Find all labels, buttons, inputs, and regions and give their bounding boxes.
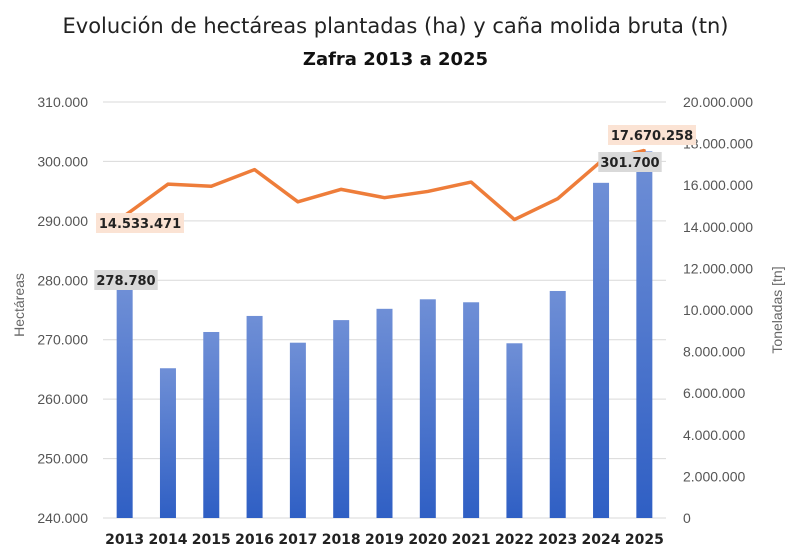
x-tick-label: 2019 xyxy=(365,532,404,548)
y2-tick-label: 0 xyxy=(683,510,691,526)
bar-2024 xyxy=(593,182,610,518)
line-point-2014 xyxy=(166,182,170,186)
bar-2015 xyxy=(203,331,220,518)
bar-2019 xyxy=(376,308,393,518)
line-point-2019 xyxy=(383,196,386,200)
line-point-2022 xyxy=(512,218,516,222)
line-point-2020 xyxy=(426,189,430,193)
bar-2016 xyxy=(246,315,263,518)
y-tick-label: 260.000 xyxy=(37,391,88,407)
y2-tick-label: 4.000.000 xyxy=(683,427,745,443)
x-tick-label: 2024 xyxy=(582,532,621,548)
bar-2021 xyxy=(463,302,480,518)
y-axis-label: Hectáreas xyxy=(11,273,27,337)
x-tick-label: 2020 xyxy=(408,532,447,548)
y2-tick-label: 18.000.000 xyxy=(683,136,753,152)
bar-2023 xyxy=(549,290,566,518)
x-tick-label: 2023 xyxy=(538,532,577,548)
line-point-2023 xyxy=(556,197,560,201)
y-tick-label: 240.000 xyxy=(37,510,88,526)
chart-title: Evolución de hectáreas plantadas (ha) y … xyxy=(62,14,729,38)
y2-tick-label: 14.000.000 xyxy=(683,219,753,235)
bar-2018 xyxy=(333,320,350,518)
line-point-2025 xyxy=(642,148,646,152)
data-label-bar-first: 278.780 xyxy=(96,274,155,289)
line-point-2018 xyxy=(339,187,343,191)
line-series-toneladas xyxy=(123,148,645,222)
line-point-2016 xyxy=(253,168,257,172)
line-point-2015 xyxy=(209,184,213,188)
x-tick-label: 2017 xyxy=(278,532,317,548)
bar-2020 xyxy=(419,299,436,518)
y2-tick-label: 6.000.000 xyxy=(683,385,745,401)
data-label-bar-last-bg xyxy=(598,152,662,172)
bar-2017 xyxy=(289,342,306,518)
x-tick-label: 2021 xyxy=(452,532,491,548)
bar-2022 xyxy=(506,343,523,518)
line-point-2021 xyxy=(469,180,473,184)
y-tick-label: 310.000 xyxy=(37,94,88,110)
data-label-line-last: 17.670.258 xyxy=(611,129,693,144)
y-tick-label: 290.000 xyxy=(37,213,88,229)
data-label-line-first: 14.533.471 xyxy=(99,217,181,232)
y2-tick-label: 20.000.000 xyxy=(683,94,753,110)
line-point-2017 xyxy=(296,200,300,204)
data-label-line-first-bg xyxy=(96,213,184,233)
x-tick-label: 2022 xyxy=(495,532,534,548)
y2-tick-label: 8.000.000 xyxy=(683,344,745,360)
bar-2025 xyxy=(636,151,653,518)
x-tick-label: 2016 xyxy=(235,532,274,548)
y-tick-label: 280.000 xyxy=(37,272,88,288)
data-label-bar-first-bg xyxy=(94,270,158,290)
data-label-bar-last: 301.700 xyxy=(600,156,659,171)
data-label-line-last-bg xyxy=(608,125,696,145)
y-tick-label: 250.000 xyxy=(37,451,88,467)
x-tick-label: 2025 xyxy=(625,532,664,548)
y2-axis-label: Toneladas [tn] xyxy=(769,266,785,353)
chart-subtitle: Zafra 2013 a 2025 xyxy=(302,49,489,70)
y2-tick-label: 10.000.000 xyxy=(683,302,753,318)
bar-2014 xyxy=(159,368,176,518)
x-tick-label: 2015 xyxy=(192,532,231,548)
bar-2013 xyxy=(116,287,133,518)
x-tick-label: 2018 xyxy=(322,532,361,548)
y-tick-label: 300.000 xyxy=(37,153,88,169)
x-tick-label: 2014 xyxy=(148,532,187,548)
y2-tick-label: 16.000.000 xyxy=(683,177,753,193)
x-tick-label: 2013 xyxy=(105,532,144,548)
y2-tick-label: 2.000.000 xyxy=(683,468,745,484)
y2-tick-label: 12.000.000 xyxy=(683,260,753,276)
y-tick-label: 270.000 xyxy=(37,332,88,348)
